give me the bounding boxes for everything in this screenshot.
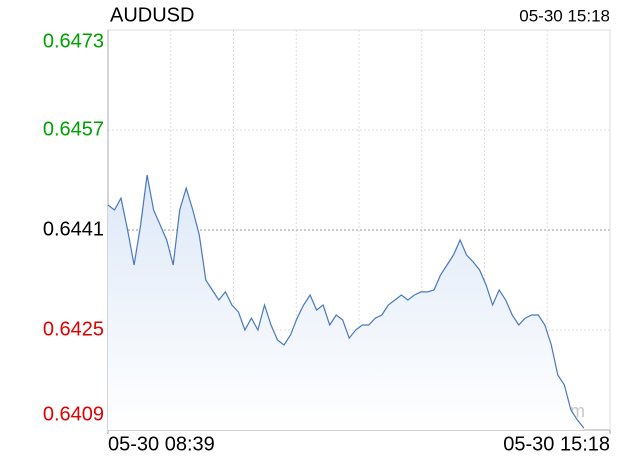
y-tick-label: 0.6473	[43, 30, 104, 52]
timestamp: 05-30 15:18	[519, 6, 610, 25]
y-tick-label: 0.6409	[43, 403, 104, 425]
x-tick-label: 05-30 15:18	[503, 433, 610, 455]
y-tick-label: 0.6425	[43, 318, 104, 340]
x-tick-label: 05-30 08:39	[108, 433, 215, 455]
y-tick-label: 0.6457	[43, 118, 104, 140]
y-tick-label: 0.6441	[43, 218, 104, 240]
price-area	[108, 175, 584, 430]
price-line	[107, 174, 585, 429]
chart-title: AUDUSD	[110, 4, 194, 26]
